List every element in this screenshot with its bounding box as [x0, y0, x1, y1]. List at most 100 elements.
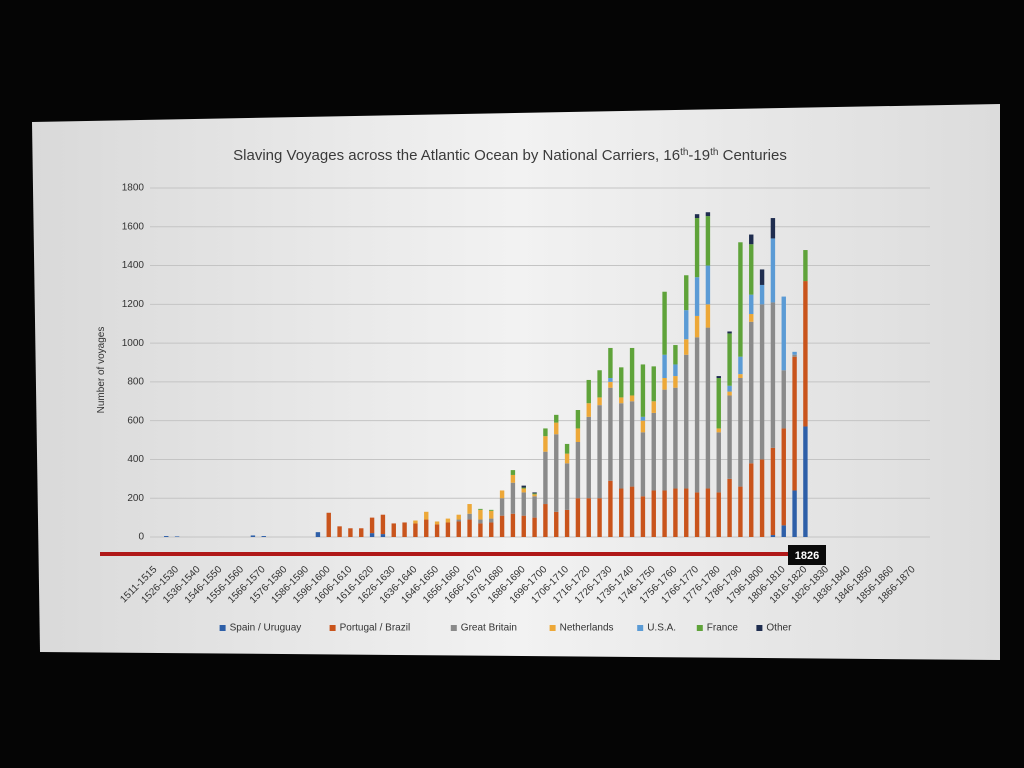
bar-segment [694, 277, 700, 316]
bar-segment [543, 436, 548, 452]
bar-segment [456, 519, 461, 522]
bar-segment [478, 508, 483, 510]
bar-segment [694, 218, 700, 278]
legend-swatch [329, 625, 336, 631]
bar-segment [510, 474, 516, 483]
bar-segment [261, 536, 266, 537]
bar-segment [716, 492, 721, 537]
bar-segment [608, 347, 613, 379]
bar-segment [694, 315, 700, 338]
bar-segment [781, 525, 786, 537]
bar-segment [489, 522, 494, 537]
bar-segment [803, 426, 808, 537]
bar-segment [662, 490, 667, 537]
bar-segment [467, 519, 472, 537]
bar-segment [348, 528, 353, 537]
bar-segment [380, 534, 386, 537]
bar-segment [521, 492, 526, 516]
bar-segment [510, 482, 516, 514]
bar-segment [727, 333, 732, 386]
bar-segment [564, 463, 570, 510]
y-tick-label: 1800 [122, 183, 145, 194]
bar-segment [716, 428, 721, 433]
bar-segment [456, 521, 461, 537]
bar-segment [792, 490, 797, 537]
bar-segment [489, 518, 494, 523]
bar-segment [759, 284, 765, 305]
bar-segment [792, 356, 797, 491]
bar-segment [445, 522, 451, 537]
bar-segment [640, 432, 646, 497]
bar-segment [727, 331, 732, 334]
bar-segment [564, 443, 570, 454]
bar-segment [489, 509, 494, 511]
bar-segment [694, 337, 700, 493]
bar-segment [673, 364, 678, 377]
bar-segment [521, 488, 526, 493]
bar-segment [629, 347, 635, 396]
bar-segment [759, 459, 765, 537]
bar-segment [510, 470, 516, 475]
bar-segment [673, 345, 678, 365]
title-segment: th [710, 147, 718, 158]
y-tick-label: 200 [127, 493, 144, 504]
bar-segment [651, 401, 656, 413]
y-tick-label: 1600 [122, 221, 145, 232]
bar-segment [705, 216, 711, 266]
bar-segment [554, 414, 559, 423]
y-tick-label: 800 [127, 377, 144, 388]
legend-label: Spain / Uruguay [230, 623, 302, 634]
bar-segment [770, 535, 776, 537]
bar-segment [424, 519, 429, 537]
year-label: 1826 [795, 550, 819, 562]
bar-segment [532, 517, 537, 537]
y-tick-label: 600 [127, 415, 144, 426]
bar-segment [673, 488, 678, 537]
legend-label: Other [766, 623, 792, 634]
bar-segment [369, 533, 375, 537]
bar-segment [543, 504, 548, 537]
bar-segment [803, 250, 808, 282]
bar-segment [586, 498, 591, 537]
bar-segment [705, 488, 711, 537]
bar-segment [521, 485, 526, 488]
bar-segment [738, 356, 743, 375]
bar-segment [597, 397, 602, 406]
bar-segment [629, 401, 635, 487]
bar-segment [413, 520, 418, 524]
bar-segment [651, 490, 656, 537]
y-tick-label: 1400 [122, 260, 145, 271]
bar-segment [684, 275, 689, 311]
legend-swatch [637, 625, 644, 631]
bar-segment [434, 521, 440, 525]
title-segment: Centuries [718, 147, 786, 164]
bar-segment [575, 441, 581, 499]
bar-segment [608, 480, 613, 537]
bar-segment [586, 416, 591, 499]
bar-segment [337, 526, 342, 537]
bar-segment [673, 376, 678, 388]
bar-segment [575, 428, 581, 442]
bar-segment [640, 416, 646, 421]
bar-segment [478, 523, 483, 537]
bar-segment [402, 522, 407, 537]
bar-segment [575, 410, 581, 429]
bar-segment [532, 492, 537, 494]
bar-segment [608, 387, 613, 481]
legend-label: Great Britain [461, 623, 517, 634]
bar-segment [716, 376, 721, 379]
legend-label: Netherlands [560, 623, 614, 634]
bar-segment [803, 281, 808, 427]
bar-segment [662, 354, 667, 379]
bar-segment [792, 354, 797, 357]
bar-segment [413, 523, 418, 537]
bar-segment [684, 339, 689, 355]
bar-segment [738, 486, 743, 537]
bar-segment [749, 321, 754, 464]
title-segment: -19 [688, 147, 710, 164]
bar-segment [564, 509, 570, 537]
bar-segment [619, 403, 624, 489]
bar-segment [250, 535, 256, 537]
